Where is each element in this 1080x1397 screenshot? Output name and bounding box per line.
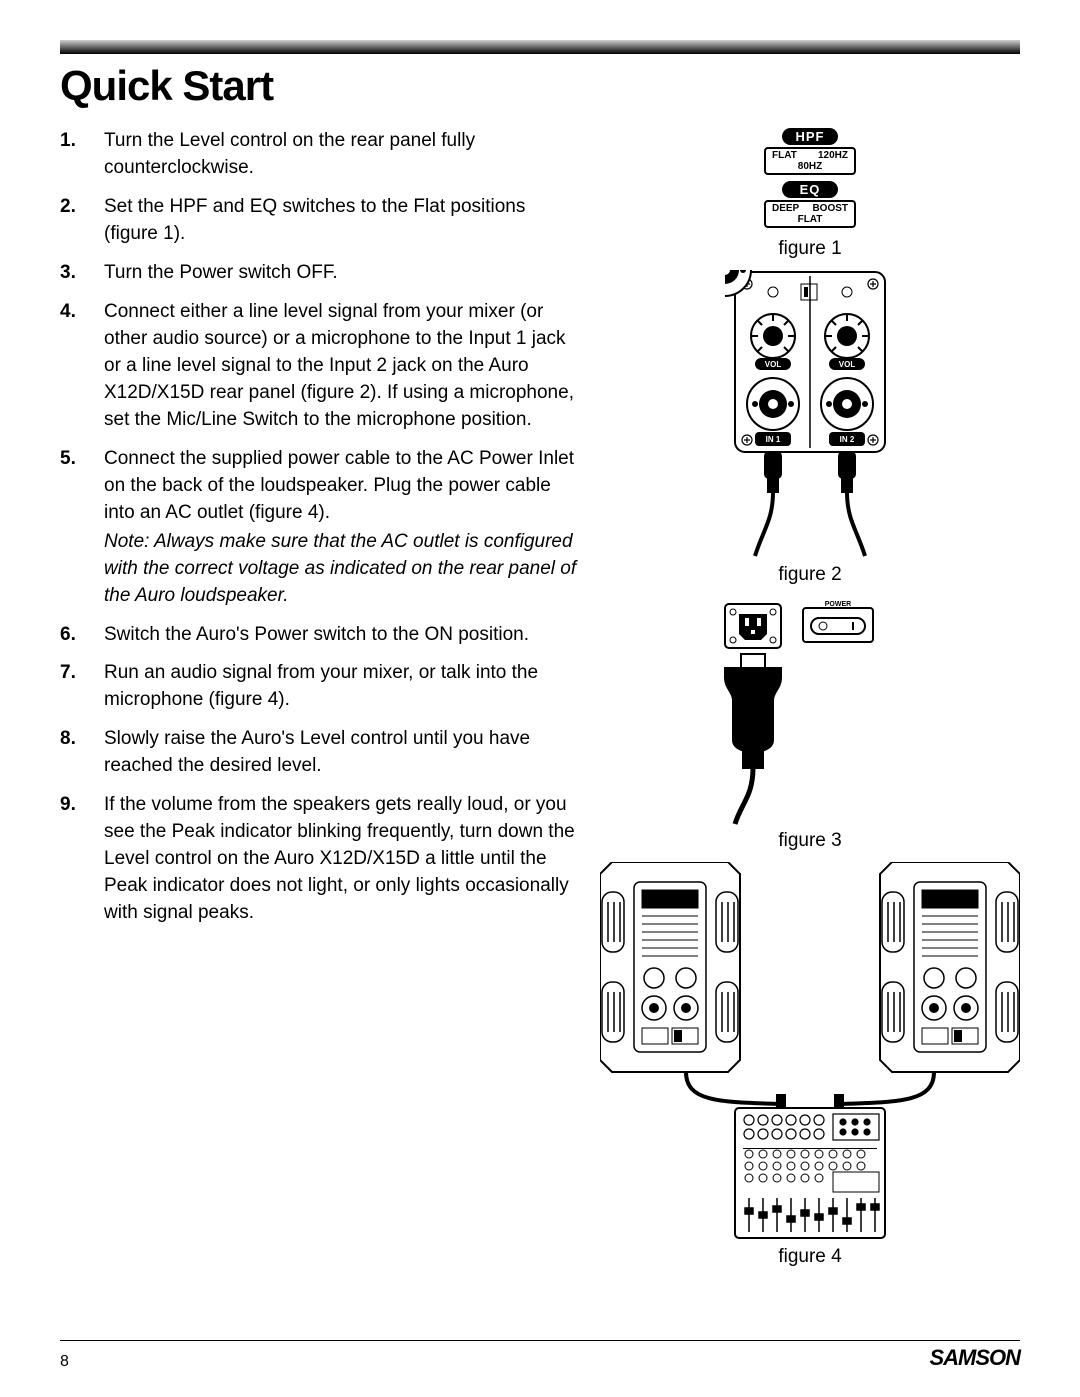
content-columns: 1.Turn the Level control on the rear pan… — [60, 128, 1020, 1278]
step-number: 4. — [60, 299, 104, 434]
figures-column: HPF FLAT 120HZ 80HZ EQ DEEP BOOST FLAT f… — [600, 128, 1020, 1278]
svg-text:IN 2: IN 2 — [840, 435, 855, 444]
figure-4 — [600, 862, 1020, 1242]
step-text: If the volume from the speakers gets rea… — [104, 792, 580, 927]
eq-switch-icon: DEEP BOOST FLAT — [764, 200, 856, 228]
system-setup-icon — [600, 862, 1020, 1242]
step-item: 1.Turn the Level control on the rear pan… — [60, 128, 580, 182]
step-item: 6.Switch the Auro's Power switch to the … — [60, 622, 580, 649]
step-item: 9.If the volume from the speakers gets r… — [60, 792, 580, 927]
figure-2: VOL VOL IN 1 IN 2 — [725, 270, 895, 560]
svg-text:VOL: VOL — [765, 360, 782, 369]
header-rule — [60, 40, 1020, 54]
step-number: 6. — [60, 622, 104, 649]
page-footer: 8 SAMSON — [60, 1340, 1020, 1371]
steps-column: 1.Turn the Level control on the rear pan… — [60, 128, 580, 1278]
step-text: Switch the Auro's Power switch to the ON… — [104, 622, 580, 649]
step-text: Turn the Level control on the rear panel… — [104, 128, 580, 182]
step-number: 9. — [60, 792, 104, 927]
figure-2-caption: figure 2 — [778, 564, 841, 586]
step-item: 4.Connect either a line level signal fro… — [60, 299, 580, 434]
step-item: 8.Slowly raise the Auro's Level control … — [60, 726, 580, 780]
svg-text:IN 1: IN 1 — [766, 435, 781, 444]
step-text: Connect either a line level signal from … — [104, 299, 580, 434]
step-number: 3. — [60, 260, 104, 287]
svg-text:VOL: VOL — [839, 360, 856, 369]
step-text: Run an audio signal from your mixer, or … — [104, 660, 580, 714]
step-list: 1.Turn the Level control on the rear pan… — [60, 128, 580, 927]
figure-1-caption: figure 1 — [778, 238, 841, 260]
step-number: 2. — [60, 194, 104, 248]
brand-logo: SAMSON — [929, 1345, 1020, 1371]
step-text: Connect the supplied power cable to the … — [104, 446, 580, 610]
hpf-switch-icon: FLAT 120HZ 80HZ — [764, 147, 856, 175]
step-item: 2.Set the HPF and EQ switches to the Fla… — [60, 194, 580, 248]
svg-text:POWER: POWER — [825, 601, 851, 608]
step-text: Turn the Power switch OFF. — [104, 260, 580, 287]
page-title: Quick Start — [60, 62, 1020, 110]
figure-1: HPF FLAT 120HZ 80HZ EQ DEEP BOOST FLAT — [750, 128, 870, 234]
hpf-label: HPF — [782, 128, 838, 145]
step-item: 7.Run an audio signal from your mixer, o… — [60, 660, 580, 714]
step-item: 5.Connect the supplied power cable to th… — [60, 446, 580, 610]
page-number: 8 — [60, 1353, 69, 1371]
step-number: 1. — [60, 128, 104, 182]
input-jacks-icon: VOL VOL IN 1 IN 2 — [725, 270, 895, 560]
step-item: 3.Turn the Power switch OFF. — [60, 260, 580, 287]
step-number: 8. — [60, 726, 104, 780]
figure-4-caption: figure 4 — [778, 1246, 841, 1268]
step-note: Note: Always make sure that the AC outle… — [104, 531, 576, 606]
figure-3-caption: figure 3 — [778, 830, 841, 852]
step-number: 7. — [60, 660, 104, 714]
step-number: 5. — [60, 446, 104, 610]
power-plug-icon: POWER — [695, 596, 925, 826]
figure-3: POWER — [695, 596, 925, 826]
eq-label: EQ — [782, 181, 838, 198]
step-text: Set the HPF and EQ switches to the Flat … — [104, 194, 580, 248]
step-text: Slowly raise the Auro's Level control un… — [104, 726, 580, 780]
